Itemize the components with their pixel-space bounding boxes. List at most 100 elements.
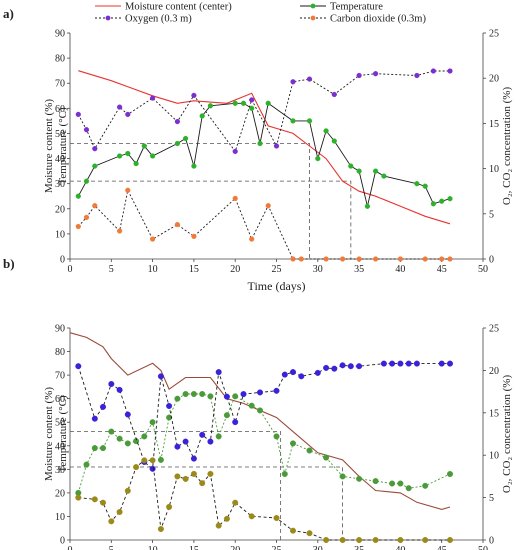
series-line-3	[77, 363, 450, 470]
y-right-tick-label: 15	[489, 408, 499, 419]
y-axis-left-label: Temperature (°C)	[57, 107, 69, 185]
data-point	[257, 140, 263, 147]
data-point	[199, 391, 206, 398]
legend-marker	[310, 15, 316, 21]
data-point	[166, 503, 173, 510]
data-point	[265, 203, 271, 209]
data-point	[157, 456, 164, 463]
y-left-tick-label: 80	[55, 347, 65, 358]
data-point	[439, 256, 445, 262]
x-tick-label: 30	[313, 264, 323, 275]
data-point	[150, 236, 156, 242]
data-point	[199, 480, 206, 487]
data-point	[281, 371, 288, 378]
y-right-tick-label: 25	[489, 324, 499, 335]
y-left-tick-label: 80	[55, 54, 65, 65]
data-point	[232, 100, 238, 106]
data-point	[108, 518, 115, 525]
data-point	[323, 454, 330, 461]
series-line-1	[78, 70, 451, 225]
data-point	[248, 402, 255, 409]
data-point	[240, 391, 247, 398]
data-point	[207, 103, 214, 109]
data-point	[347, 363, 354, 370]
data-point	[92, 163, 98, 169]
data-point	[281, 471, 288, 478]
data-point	[83, 127, 90, 133]
data-point	[339, 537, 346, 544]
data-point	[331, 91, 337, 98]
data-point	[157, 526, 164, 533]
data-point	[215, 522, 222, 529]
y-left-tick-label: 0	[60, 255, 65, 266]
data-point	[323, 537, 330, 544]
x-tick-label: 20	[230, 545, 240, 550]
data-point	[306, 530, 313, 537]
x-tick-label: 10	[148, 264, 158, 275]
data-point	[92, 146, 98, 152]
data-point	[125, 187, 131, 193]
x-tick-label: 40	[395, 545, 405, 550]
y-left-tick-label: 30	[55, 179, 65, 190]
data-point	[265, 100, 271, 106]
x-tick-label: 0	[68, 545, 73, 550]
data-point	[116, 509, 123, 516]
x-tick-label: 20	[230, 264, 240, 275]
data-point	[116, 386, 123, 393]
data-point	[422, 537, 429, 544]
data-point	[430, 201, 437, 207]
data-point	[99, 403, 106, 410]
x-tick-label: 25	[272, 264, 282, 275]
data-point	[75, 111, 81, 118]
data-point	[331, 365, 338, 372]
data-point	[381, 173, 387, 179]
y-left-tick-label: 40	[55, 154, 65, 165]
y-axis-right-label: O₂, CO₂ concentration (%)	[501, 375, 513, 494]
data-point	[372, 537, 379, 544]
data-point	[331, 138, 337, 144]
legend-label: Moisture content (center)	[125, 2, 232, 13]
data-point	[223, 412, 230, 419]
data-point	[413, 360, 420, 367]
data-point	[191, 233, 197, 240]
data-point	[149, 465, 156, 472]
data-point	[207, 438, 214, 445]
y-left-tick-label: 30	[55, 465, 65, 476]
data-point	[290, 256, 296, 262]
y-left-tick-label: 70	[55, 79, 65, 90]
y-left-tick-label: 10	[55, 512, 65, 523]
data-point	[314, 369, 321, 376]
data-point	[174, 140, 181, 147]
data-point	[438, 360, 445, 367]
x-tick-label: 45	[437, 545, 447, 550]
data-point	[207, 393, 214, 400]
data-point	[356, 168, 362, 174]
data-point	[149, 419, 156, 426]
data-point	[248, 513, 255, 520]
data-point	[257, 407, 264, 414]
y-right-tick-label: 10	[489, 451, 499, 462]
data-point	[290, 440, 297, 447]
data-point	[405, 485, 412, 492]
data-point	[124, 411, 131, 418]
data-point	[422, 482, 429, 489]
panel-a: a)0 5 10 15 20 25 30 35 40 45 50010203040506070809…	[3, 2, 513, 294]
y-right-tick-label: 15	[489, 119, 499, 130]
data-point	[141, 433, 148, 440]
legend-label: Temperature	[330, 2, 383, 13]
data-point	[174, 395, 181, 402]
data-point	[141, 143, 147, 149]
data-point	[182, 475, 189, 482]
data-point	[405, 360, 412, 367]
data-point	[447, 68, 453, 74]
x-tick-label: 45	[437, 264, 447, 275]
data-point	[223, 393, 230, 400]
series-line-1	[69, 332, 451, 510]
y-right-tick-label: 10	[489, 164, 499, 175]
data-point	[447, 537, 454, 544]
data-point	[389, 480, 396, 487]
data-point	[223, 515, 230, 522]
y-left-tick-label: 60	[55, 394, 65, 405]
data-point	[116, 153, 123, 159]
